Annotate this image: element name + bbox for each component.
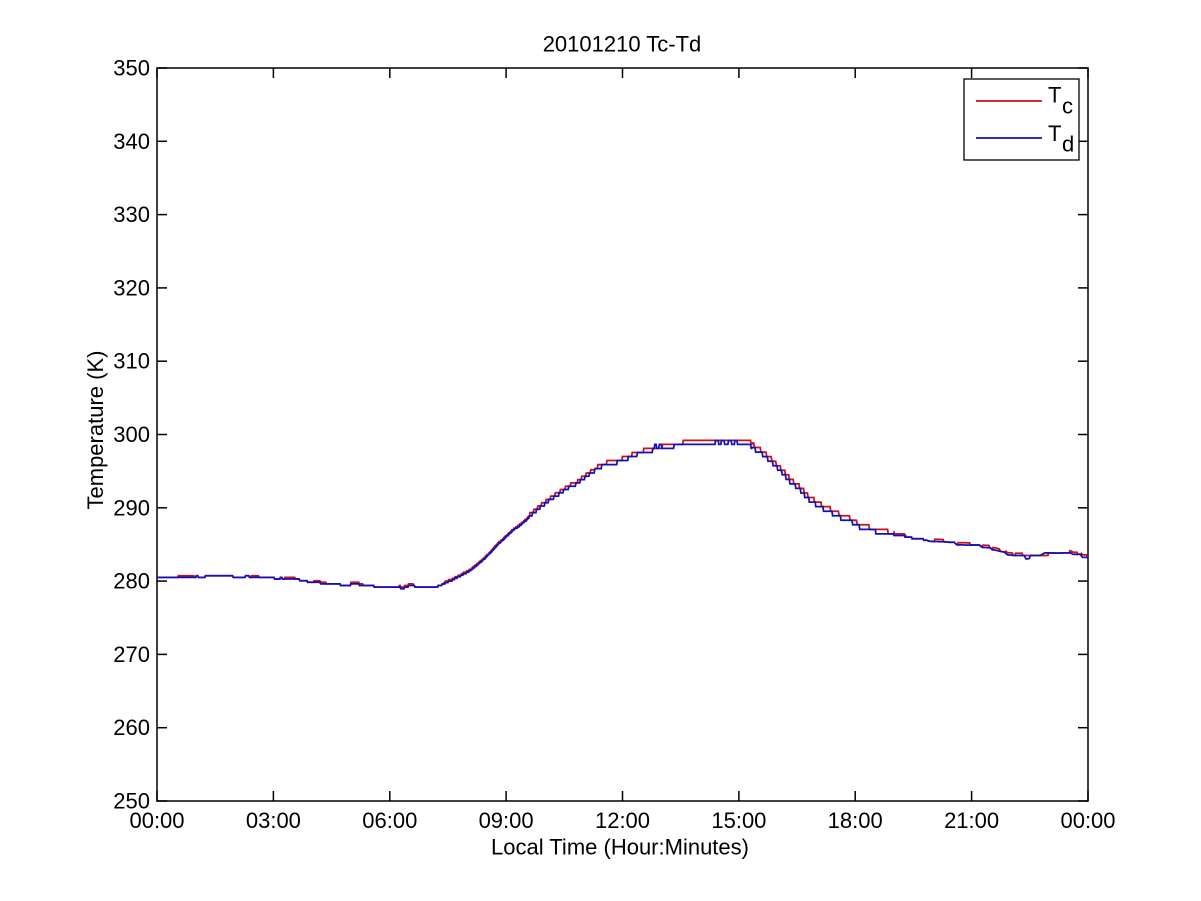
- svg-text:06:00: 06:00: [362, 808, 417, 833]
- svg-text:21:00: 21:00: [944, 808, 999, 833]
- svg-text:330: 330: [113, 202, 150, 227]
- svg-text:260: 260: [113, 715, 150, 740]
- svg-text:18:00: 18:00: [828, 808, 883, 833]
- svg-text:290: 290: [113, 495, 150, 520]
- svg-text:c: c: [1062, 94, 1073, 119]
- svg-text:310: 310: [113, 349, 150, 374]
- svg-text:09:00: 09:00: [479, 808, 534, 833]
- svg-text:12:00: 12:00: [595, 808, 650, 833]
- svg-text:Temperature (K): Temperature (K): [83, 351, 108, 510]
- svg-text:15:00: 15:00: [711, 808, 766, 833]
- svg-text:Local Time (Hour:Minutes): Local Time (Hour:Minutes): [491, 835, 749, 860]
- svg-text:03:00: 03:00: [246, 808, 301, 833]
- svg-text:350: 350: [113, 56, 150, 81]
- svg-text:00:00: 00:00: [1060, 808, 1115, 833]
- svg-text:300: 300: [113, 422, 150, 447]
- svg-text:T: T: [1048, 121, 1061, 146]
- svg-text:280: 280: [113, 569, 150, 594]
- svg-text:20101210 Tc-Td: 20101210 Tc-Td: [543, 32, 702, 57]
- svg-text:270: 270: [113, 642, 150, 667]
- svg-text:00:00: 00:00: [129, 808, 184, 833]
- svg-text:320: 320: [113, 275, 150, 300]
- svg-text:340: 340: [113, 129, 150, 154]
- svg-text:d: d: [1062, 132, 1074, 157]
- svg-text:250: 250: [113, 789, 150, 814]
- svg-text:T: T: [1048, 83, 1061, 108]
